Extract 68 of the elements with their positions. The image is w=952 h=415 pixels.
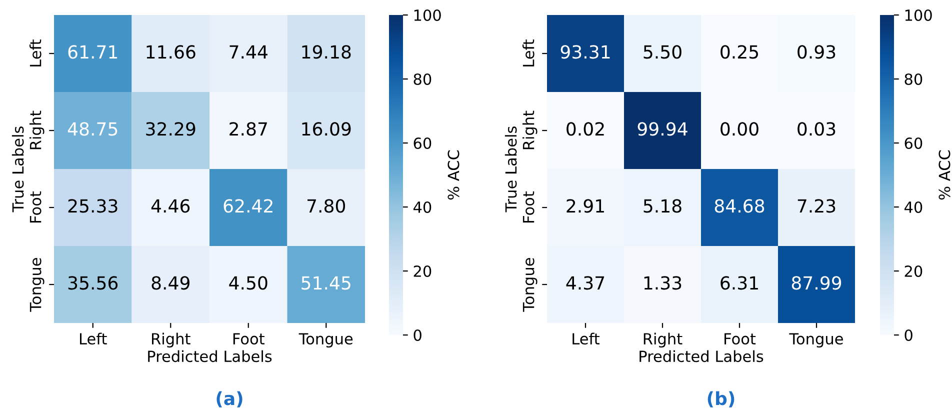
data-label: 32.29 xyxy=(146,122,196,136)
color-bar-label: 20 xyxy=(904,265,922,278)
data-label: 62.42 xyxy=(224,199,272,213)
color-bar-label: 80 xyxy=(414,73,432,86)
color-bar-label: 40 xyxy=(413,201,432,214)
data-label: 35.56 xyxy=(68,276,118,290)
data-label: 2.87 xyxy=(230,122,267,136)
x-tick-label: Left xyxy=(572,332,600,345)
x-axis-title: Predicted Labels xyxy=(640,350,764,362)
y-axis-title: True Labels xyxy=(12,126,24,212)
data-label: 87.99 xyxy=(792,276,842,290)
data-label: 93.31 xyxy=(560,45,610,59)
data-label: 7.23 xyxy=(798,199,836,213)
color-bar-label: 100 xyxy=(905,9,932,22)
data-label: 6.31 xyxy=(720,276,758,290)
data-label: 0.93 xyxy=(798,45,836,59)
y-tick-label: Left xyxy=(522,39,534,66)
data-label: 0.03 xyxy=(798,122,836,136)
color-bar-label: 40 xyxy=(904,201,922,214)
data-label: 5.18 xyxy=(644,199,682,213)
color-bar-label: 0 xyxy=(904,329,912,342)
text: (b) xyxy=(708,391,734,408)
data-label: 4.50 xyxy=(229,276,268,290)
color-bar-title: % ACC xyxy=(448,150,460,200)
data-label: 84.68 xyxy=(714,199,764,213)
data-label: 7.44 xyxy=(230,45,268,58)
data-label: 48.75 xyxy=(68,122,118,136)
color-bar-label: 100 xyxy=(414,9,441,22)
x-tick-label: Tongue xyxy=(789,333,843,348)
data-label: 2.91 xyxy=(566,199,604,213)
y-tick-label: Tongue xyxy=(30,258,44,312)
data-label: 51.45 xyxy=(302,276,350,290)
y-axis-title: True Labels xyxy=(504,126,517,212)
color-bar-title: % ACC xyxy=(938,150,950,200)
y-tick-label: Right xyxy=(29,110,44,150)
y-tick-label: Foot xyxy=(30,191,42,222)
data-label: 11.66 xyxy=(146,45,196,59)
x-tick-label: Right xyxy=(152,332,190,348)
data-label: 4.37 xyxy=(566,276,604,290)
data-label: 7.80 xyxy=(308,199,346,213)
text: (a) xyxy=(216,391,242,408)
x-tick-label: Tongue xyxy=(298,333,353,348)
color-bar-label: 60 xyxy=(904,137,922,150)
data-label: 0.02 xyxy=(566,122,604,136)
x-tick-label: Left xyxy=(80,332,107,345)
x-axis-title: Predicted Labels xyxy=(148,350,272,362)
y-tick-label: Tongue xyxy=(522,258,538,312)
data-label: 5.50 xyxy=(644,45,682,59)
y-tick-label: Right xyxy=(522,110,538,150)
data-label: 4.46 xyxy=(151,199,190,213)
x-tick-label: Foot xyxy=(724,333,756,345)
data-label: 19.18 xyxy=(302,45,351,59)
data-label: 1.33 xyxy=(644,276,682,290)
data-label: 25.33 xyxy=(68,199,118,213)
x-tick-label: Foot xyxy=(233,333,264,345)
data-label: 61.71 xyxy=(68,45,118,59)
y-tick-label: Left xyxy=(29,39,42,66)
color-bar-label: 80 xyxy=(904,73,922,86)
data-label: 0.25 xyxy=(720,45,758,59)
color-bar-label: 20 xyxy=(414,265,432,278)
data-label: 0.00 xyxy=(720,122,758,136)
data-label: 16.09 xyxy=(302,122,351,136)
data-label: 99.94 xyxy=(638,122,688,136)
color-bar-label: 0 xyxy=(414,329,422,342)
y-tick-label: Foot xyxy=(522,191,534,222)
color-bar-label: 60 xyxy=(414,137,432,150)
x-tick-label: Right xyxy=(644,332,682,348)
data-label: 8.49 xyxy=(152,276,190,290)
